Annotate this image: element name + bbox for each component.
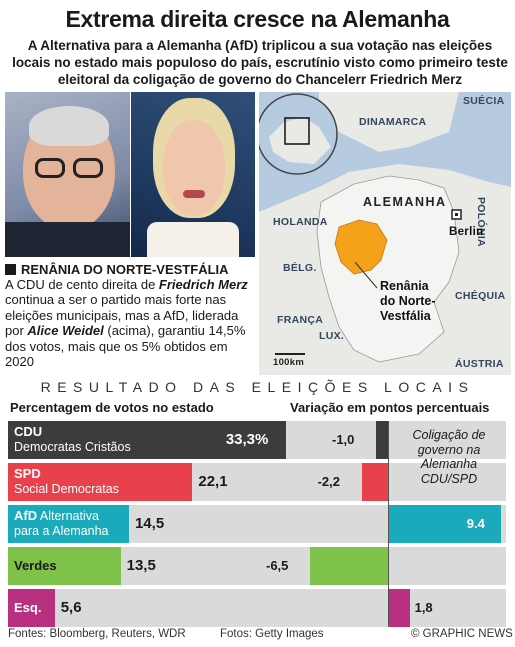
bar-votes-verdes: [8, 547, 121, 585]
bar-change-esq: [388, 589, 410, 627]
label-belg: BÉLG.: [283, 262, 317, 274]
land-scandinavia: [319, 92, 459, 152]
bar-change-cdu: [376, 421, 388, 459]
bar-votes-esq: [8, 589, 55, 627]
results-heading: RESULTADO DAS ELEIÇÕES LOCAIS: [40, 379, 475, 395]
col-head-change: Variação em pontos percentuais: [290, 400, 490, 415]
footer-credit: © GRAPHIC NEWS: [411, 628, 513, 640]
coalition-note: Coligação de governo na Alemanha CDU/SPD: [412, 428, 486, 486]
map-svg: [259, 92, 511, 375]
bar-change-verdes: [310, 547, 388, 585]
value-label-cdu: 33,3%: [225, 431, 269, 448]
label-franca: FRANÇA: [277, 314, 324, 326]
footer-sources: Fontes: Bloomberg, Reuters, WDR: [8, 628, 186, 640]
change-label-cdu: -1,0: [332, 432, 355, 447]
value-label-spd: 22,1: [198, 473, 228, 490]
square-icon: [5, 264, 16, 275]
bar-change-spd: [361, 463, 388, 501]
value-label-esq: 5,6: [60, 599, 82, 616]
page-subtitle: A Alternativa para a Alemanha (AfD) trip…: [12, 38, 508, 87]
party-label-spd: SPD Social Democratas: [14, 466, 119, 496]
label-alemanha: ALEMANHA: [363, 195, 447, 209]
bar-votes-afd: [8, 505, 129, 543]
label-polonia: POLÓNIA: [475, 197, 487, 247]
label-region: Renânia do Norte- Vestfália: [380, 279, 436, 323]
party-label-esq: Esq.: [14, 600, 42, 615]
bar-votes-spd: [8, 463, 193, 501]
change-label-esq: 1,8: [414, 600, 433, 615]
col-head-votes: Percentagem de votos no estado: [10, 400, 214, 415]
footer-photos: Fotos: Getty Images: [220, 628, 324, 640]
bar-change-afd: [388, 505, 501, 543]
region-nrw: [334, 219, 388, 275]
bar-votes-cdu: [8, 421, 286, 459]
row-bg-esq: [8, 589, 506, 627]
value-label-verdes: 13,5: [126, 557, 156, 574]
label-suecia: SUÉCIA: [463, 95, 505, 107]
label-chequia: CHÉQUIA: [455, 290, 506, 302]
section-heading: RENÂNIA DO NORTE-VESTFÁLIA: [5, 262, 229, 277]
photo-panel: [5, 92, 255, 257]
change-label-afd: 9.4: [466, 516, 485, 531]
photo-weidel: [131, 92, 255, 257]
label-scale: 100km: [273, 357, 305, 368]
party-label-afd: AfD Alternativa para a Alemanha: [14, 508, 109, 538]
zero-axis-line: [388, 421, 389, 627]
change-label-spd: -2,2: [317, 474, 340, 489]
label-holanda: HOLANDA: [273, 216, 328, 228]
photo-merz: [5, 92, 130, 257]
value-label-afd: 14,5: [134, 515, 165, 532]
party-label-verdes: Verdes: [14, 558, 57, 573]
map-germany: DINAMARCA SUÉCIA ALEMANHA HOLANDA POLÓNI…: [259, 92, 511, 375]
label-austria: ÁUSTRIA: [455, 358, 504, 370]
page-title: Extrema direita cresce na Alemanha: [65, 6, 450, 32]
label-lux: LUX.: [319, 330, 345, 342]
label-dinamarca: DINAMARCA: [359, 116, 427, 128]
party-label-cdu: CDU Democratas Cristãos: [14, 424, 131, 454]
change-label-verdes: -6,5: [266, 558, 289, 573]
body-text: A CDU de cento direita de Friedrich Merz…: [5, 277, 248, 370]
label-berlin: Berlin: [449, 226, 484, 238]
